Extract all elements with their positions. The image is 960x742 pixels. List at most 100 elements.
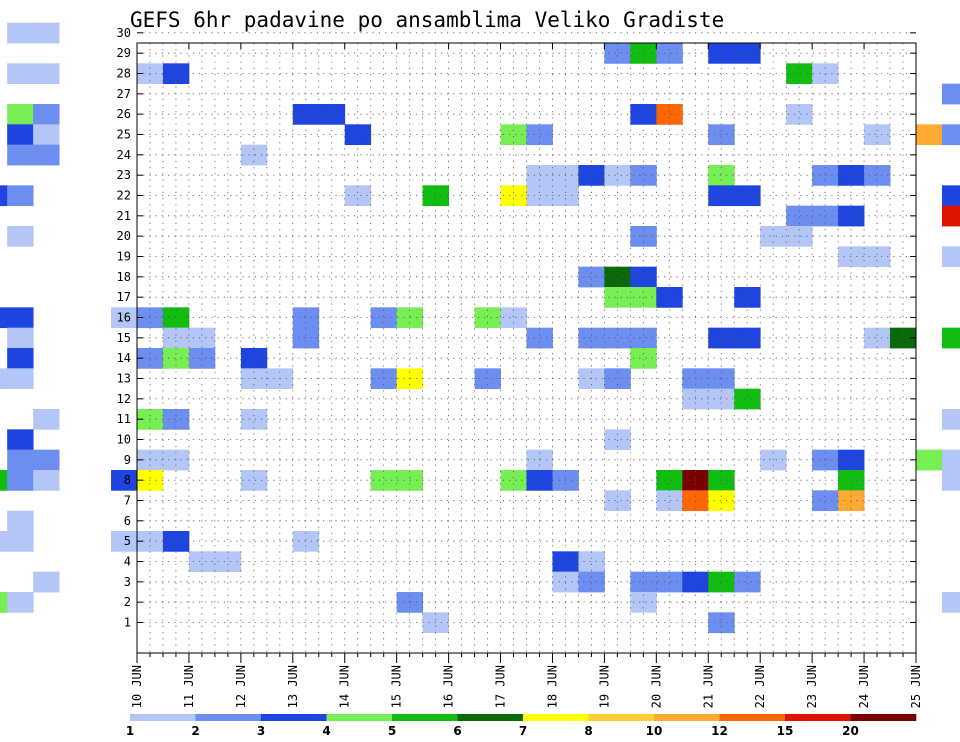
x-tick-label: 23 JUN — [805, 665, 819, 708]
y-tick-label: 21 — [117, 209, 131, 223]
y-tick-label: 10 — [117, 433, 131, 447]
precip-cell — [7, 144, 34, 166]
precip-cell — [0, 592, 8, 613]
precip-cell — [708, 612, 735, 634]
precip-cell — [864, 165, 891, 186]
x-tick-label: 12 JUN — [234, 665, 248, 708]
precip-cell — [941, 592, 960, 613]
y-tick-label: 6 — [124, 514, 131, 528]
colorbar-swatch — [195, 714, 262, 721]
precip-cell — [7, 307, 34, 329]
precip-cell — [474, 307, 501, 329]
precip-cell — [7, 368, 34, 390]
colorbar-swatch — [130, 714, 196, 721]
precip-cell — [941, 470, 960, 491]
precip-cell — [630, 592, 657, 613]
precip-cell — [760, 449, 787, 471]
precip-cell — [734, 185, 761, 207]
x-tick-label: 15 JUN — [390, 665, 404, 708]
y-tick-label: 28 — [117, 67, 131, 81]
colorbar-swatch — [261, 714, 327, 721]
precip-cell — [656, 43, 683, 64]
precip-cell — [7, 470, 34, 491]
precip-cell — [864, 246, 891, 268]
precip-cell — [526, 165, 553, 186]
precip-cell — [7, 124, 34, 146]
precip-cell — [838, 490, 865, 512]
precip-cell — [656, 571, 683, 593]
y-tick-label: 30 — [117, 26, 131, 40]
x-tick-label: 25 JUN — [909, 665, 923, 708]
precip-cell — [734, 43, 761, 64]
precip-cell — [33, 104, 60, 125]
precip-cell — [734, 327, 761, 349]
y-axis: 1234567891011121314151617181920212223242… — [117, 26, 916, 630]
precip-cell — [838, 165, 865, 186]
precip-cell — [604, 266, 631, 288]
y-tick-label: 13 — [117, 372, 131, 386]
precip-cell — [0, 368, 8, 390]
y-tick-label: 1 — [124, 616, 131, 630]
precip-cell — [838, 449, 865, 471]
y-tick-label: 2 — [124, 595, 131, 609]
precip-cell — [33, 470, 60, 491]
precip-cell — [890, 327, 917, 349]
colorbar-label: 2 — [191, 724, 199, 738]
y-tick-label: 20 — [117, 229, 131, 243]
colorbar-swatch — [654, 714, 720, 721]
colorbar-label: 10 — [646, 724, 663, 738]
precip-cell — [33, 63, 60, 85]
precip-cell — [500, 124, 527, 146]
precip-cell — [188, 348, 216, 369]
precip-cell — [941, 124, 960, 146]
colorbar-swatch — [326, 714, 393, 721]
y-tick-label: 19 — [117, 250, 131, 264]
precip-cell — [604, 43, 631, 64]
precip-cell — [604, 490, 631, 512]
precip-cell — [7, 185, 34, 207]
precip-cell — [33, 449, 60, 471]
precip-cell — [162, 307, 190, 329]
precip-cell — [604, 429, 631, 451]
x-tick-label: 20 JUN — [649, 665, 663, 708]
y-tick-label: 27 — [117, 87, 131, 101]
precip-cell — [0, 470, 8, 491]
y-tick-label: 25 — [117, 128, 131, 142]
precip-cell — [941, 449, 960, 471]
precip-cell — [162, 449, 190, 471]
x-axis: 10 JUN 11 JUN 12 JUN 13 JUN 14 JUN 15 JUN 16 J… — [130, 43, 923, 708]
y-tick-label: 29 — [117, 46, 131, 60]
precip-cell — [240, 470, 268, 491]
y-tick-label: 5 — [124, 534, 131, 548]
x-tick-label: 19 JUN — [597, 665, 611, 708]
precip-cell — [864, 124, 891, 146]
precip-cell — [708, 165, 735, 186]
y-tick-label: 22 — [117, 189, 131, 203]
y-tick-label: 24 — [117, 148, 131, 162]
colorbar: 1 2 3 4 5 6 7 8 10 12 15 20 — [126, 714, 917, 738]
precip-cell — [422, 185, 449, 207]
precip-cell — [7, 104, 34, 125]
precip-cell — [7, 449, 34, 471]
precip-cell — [708, 490, 735, 512]
y-tick-label: 8 — [124, 473, 131, 487]
precip-cell — [111, 470, 138, 491]
precip-cell — [33, 144, 60, 166]
colorbar-label: 4 — [322, 724, 330, 738]
precip-cell — [162, 531, 190, 552]
precip-cell — [916, 124, 943, 146]
precip-cell — [630, 327, 657, 349]
precip-cell — [526, 124, 553, 146]
precip-cell — [526, 449, 553, 471]
precip-cell — [7, 429, 34, 451]
precip-cell — [630, 104, 657, 125]
precip-cell — [7, 226, 34, 247]
colorbar-label: 6 — [453, 724, 461, 738]
y-tick-label: 7 — [124, 494, 131, 508]
precip-cell — [656, 490, 683, 512]
precip-cell — [0, 531, 8, 552]
colorbar-label: 15 — [777, 724, 794, 738]
colorbar-label: 5 — [388, 724, 396, 738]
y-tick-label: 18 — [117, 270, 131, 284]
colorbar-swatch — [392, 714, 458, 721]
